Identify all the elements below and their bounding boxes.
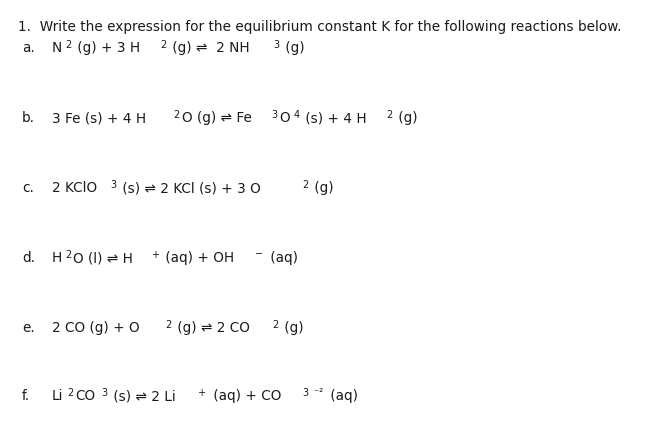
Text: −: − <box>255 250 263 259</box>
Text: f.: f. <box>22 389 30 403</box>
Text: (g): (g) <box>311 181 334 195</box>
Text: O: O <box>280 111 290 125</box>
Text: (s) ⇌ 2 KCl (s) + 3 O: (s) ⇌ 2 KCl (s) + 3 O <box>118 181 261 195</box>
Text: O (g) ⇌ Fe: O (g) ⇌ Fe <box>181 111 252 125</box>
Text: 3: 3 <box>101 389 107 398</box>
Text: (aq) + OH: (aq) + OH <box>161 251 234 265</box>
Text: 2: 2 <box>65 250 72 261</box>
Text: 2: 2 <box>65 40 72 51</box>
Text: +: + <box>195 388 206 397</box>
Text: b.: b. <box>22 111 35 125</box>
Text: (g) ⇌ 2 CO: (g) ⇌ 2 CO <box>173 321 250 335</box>
Text: (s) + 4 H: (s) + 4 H <box>301 111 367 125</box>
Text: 3: 3 <box>272 110 278 121</box>
Text: 2: 2 <box>165 320 172 331</box>
Text: (g): (g) <box>280 321 304 335</box>
Text: O (l) ⇌ H: O (l) ⇌ H <box>73 251 133 265</box>
Text: CO: CO <box>75 389 95 403</box>
Text: 2: 2 <box>174 110 179 121</box>
Text: 2: 2 <box>67 389 73 398</box>
Text: ⁻²: ⁻² <box>311 388 322 397</box>
Text: 4: 4 <box>293 110 300 121</box>
Text: 3: 3 <box>111 181 116 190</box>
Text: H: H <box>52 251 62 265</box>
Text: 1.  Write the expression for the equilibrium constant K for the following reacti: 1. Write the expression for the equilibr… <box>18 20 621 34</box>
Text: 2: 2 <box>386 110 392 121</box>
Text: +: + <box>151 250 159 259</box>
Text: (g): (g) <box>394 111 417 125</box>
Text: d.: d. <box>22 251 35 265</box>
Text: Li: Li <box>52 389 64 403</box>
Text: (s) ⇌ 2 Li: (s) ⇌ 2 Li <box>109 389 176 403</box>
Text: (g): (g) <box>281 41 305 55</box>
Text: (g) + 3 H: (g) + 3 H <box>73 41 140 55</box>
Text: 3: 3 <box>303 389 309 398</box>
Text: c.: c. <box>22 181 34 195</box>
Text: 2: 2 <box>272 320 279 331</box>
Text: (g) ⇌  2 NH: (g) ⇌ 2 NH <box>168 41 250 55</box>
Text: 2: 2 <box>160 40 166 51</box>
Text: a.: a. <box>22 41 34 55</box>
Text: 2: 2 <box>302 181 309 190</box>
Text: 3 Fe (s) + 4 H: 3 Fe (s) + 4 H <box>52 111 146 125</box>
Text: 2 CO (g) + O: 2 CO (g) + O <box>52 321 140 335</box>
Text: (aq): (aq) <box>266 251 298 265</box>
Text: 2 KClO: 2 KClO <box>52 181 97 195</box>
Text: (aq): (aq) <box>326 389 358 403</box>
Text: 3: 3 <box>273 40 280 51</box>
Text: N: N <box>52 41 62 55</box>
Text: (aq) + CO: (aq) + CO <box>209 389 281 403</box>
Text: e.: e. <box>22 321 34 335</box>
